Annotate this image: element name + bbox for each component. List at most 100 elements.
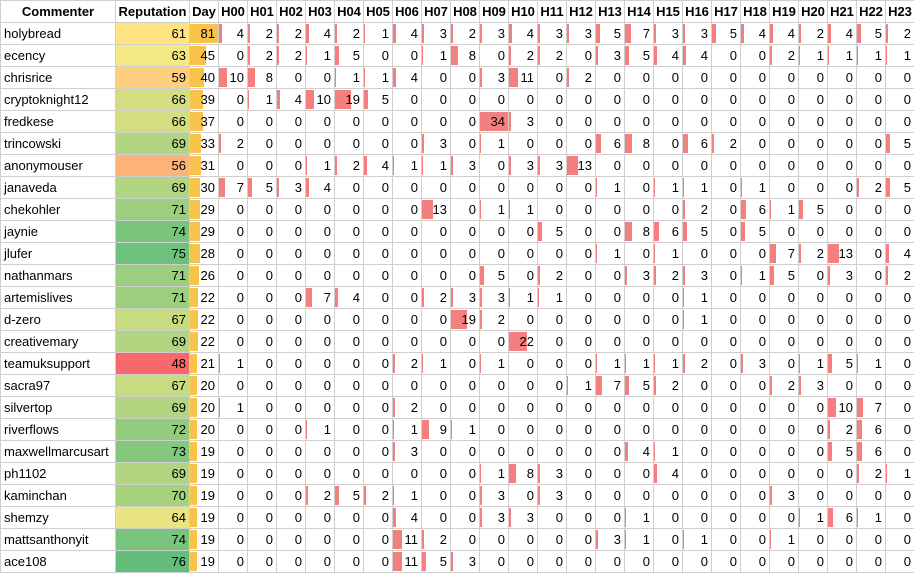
cell-value: 4 bbox=[788, 26, 795, 41]
hour-count-cell: 1 bbox=[596, 177, 625, 199]
hour-count-cell: 0 bbox=[364, 419, 393, 441]
hour-count-cell: 0 bbox=[712, 243, 741, 265]
hour-data-bar bbox=[277, 90, 280, 109]
hour-count-cell: 0 bbox=[654, 551, 683, 573]
reputation-cell: 67 bbox=[116, 309, 190, 331]
hour-count-cell: 4 bbox=[393, 23, 422, 45]
hour-count-cell: 0 bbox=[248, 221, 277, 243]
cell-value: 0 bbox=[585, 532, 592, 547]
cell-value: 0 bbox=[469, 444, 476, 459]
cell-value: 0 bbox=[324, 466, 331, 481]
cell-value: 3 bbox=[440, 136, 447, 151]
cell-value: 0 bbox=[353, 202, 360, 217]
hour-count-cell: 0 bbox=[596, 419, 625, 441]
hour-count-cell: 11 bbox=[393, 551, 422, 573]
cell-value: 0 bbox=[440, 400, 447, 415]
cell-value: 0 bbox=[701, 400, 708, 415]
cell-value: 0 bbox=[730, 422, 737, 437]
hour-data-bar bbox=[480, 310, 482, 329]
cell-value: 0 bbox=[643, 312, 650, 327]
cell-value: 19 bbox=[201, 554, 215, 569]
cell-value: 1 bbox=[411, 488, 418, 503]
cell-value: 33 bbox=[201, 136, 215, 151]
cell-value: 0 bbox=[469, 334, 476, 349]
cell-value: 2 bbox=[556, 268, 563, 283]
cell-value: 1 bbox=[382, 70, 389, 85]
hour-count-cell: 1 bbox=[683, 287, 712, 309]
cell-value: 0 bbox=[817, 312, 824, 327]
hour-count-cell: 0 bbox=[741, 67, 770, 89]
cell-value: 0 bbox=[469, 378, 476, 393]
cell-value: 3 bbox=[498, 70, 505, 85]
day-data-bar bbox=[190, 310, 198, 329]
cell-value: 2 bbox=[556, 48, 563, 63]
hour-count-cell: 0 bbox=[596, 397, 625, 419]
cell-value: 5 bbox=[382, 92, 389, 107]
hour-count-cell: 0 bbox=[393, 309, 422, 331]
cell-value: 0 bbox=[382, 378, 389, 393]
commenter-name-cell: jlufer bbox=[1, 243, 116, 265]
hour-count-cell: 3 bbox=[509, 507, 538, 529]
cell-value: 0 bbox=[875, 554, 882, 569]
cell-value: 0 bbox=[411, 92, 418, 107]
cell-value: 0 bbox=[614, 290, 621, 305]
hour-count-cell: 0 bbox=[451, 375, 480, 397]
hour-count-cell: 0 bbox=[451, 397, 480, 419]
cell-value: 0 bbox=[875, 202, 882, 217]
hour-data-bar bbox=[625, 266, 627, 285]
cell-value: 45 bbox=[201, 48, 215, 63]
cell-value: 19 bbox=[201, 466, 215, 481]
hour-data-bar bbox=[654, 24, 656, 43]
hour-data-bar bbox=[480, 288, 482, 307]
commenter-name-cell: riverflows bbox=[1, 419, 116, 441]
cell-value: 0 bbox=[353, 378, 360, 393]
cell-value: 0 bbox=[643, 114, 650, 129]
hour-count-cell: 0 bbox=[248, 463, 277, 485]
hour-data-bar bbox=[683, 134, 688, 153]
hour-count-cell: 0 bbox=[248, 507, 277, 529]
cell-value: 1 bbox=[498, 466, 505, 481]
cell-value: 0 bbox=[875, 334, 882, 349]
hour-count-cell: 0 bbox=[857, 529, 886, 551]
hour-count-cell: 0 bbox=[625, 331, 654, 353]
cell-value: 0 bbox=[817, 114, 824, 129]
hour-data-bar bbox=[480, 266, 484, 285]
cell-value: 1 bbox=[672, 444, 679, 459]
hour-count-cell: 0 bbox=[886, 353, 914, 375]
cell-value: 0 bbox=[556, 114, 563, 129]
day-count-cell: 37 bbox=[190, 111, 219, 133]
cell-value: 0 bbox=[875, 70, 882, 85]
day-data-bar bbox=[190, 156, 201, 175]
cell-value: 1 bbox=[672, 246, 679, 261]
cell-value: 0 bbox=[846, 290, 853, 305]
hour-count-cell: 3 bbox=[422, 133, 451, 155]
hour-data-bar bbox=[393, 442, 395, 461]
hour-count-cell: 0 bbox=[422, 397, 451, 419]
hour-count-cell: 2 bbox=[277, 45, 306, 67]
cell-value: 3 bbox=[556, 466, 563, 481]
cell-value: 0 bbox=[643, 202, 650, 217]
commenter-name-cell: fredkese bbox=[1, 111, 116, 133]
hour-count-cell: 0 bbox=[886, 221, 914, 243]
commenter-name-cell: shemzy bbox=[1, 507, 116, 529]
cell-value: 0 bbox=[585, 268, 592, 283]
cell-value: 3 bbox=[527, 114, 534, 129]
hour-data-bar bbox=[886, 244, 889, 263]
cell-value: 0 bbox=[556, 356, 563, 371]
cell-value: 0 bbox=[643, 400, 650, 415]
cell-value: 26 bbox=[201, 268, 215, 283]
cell-value: 4 bbox=[904, 246, 911, 261]
cell-value: 0 bbox=[817, 92, 824, 107]
hour-count-cell: 0 bbox=[654, 111, 683, 133]
hour-count-cell: 6 bbox=[857, 441, 886, 463]
day-count-cell: 28 bbox=[190, 243, 219, 265]
hour-data-bar bbox=[393, 24, 396, 43]
cell-value: 0 bbox=[759, 422, 766, 437]
hour-count-cell: 11 bbox=[393, 529, 422, 551]
